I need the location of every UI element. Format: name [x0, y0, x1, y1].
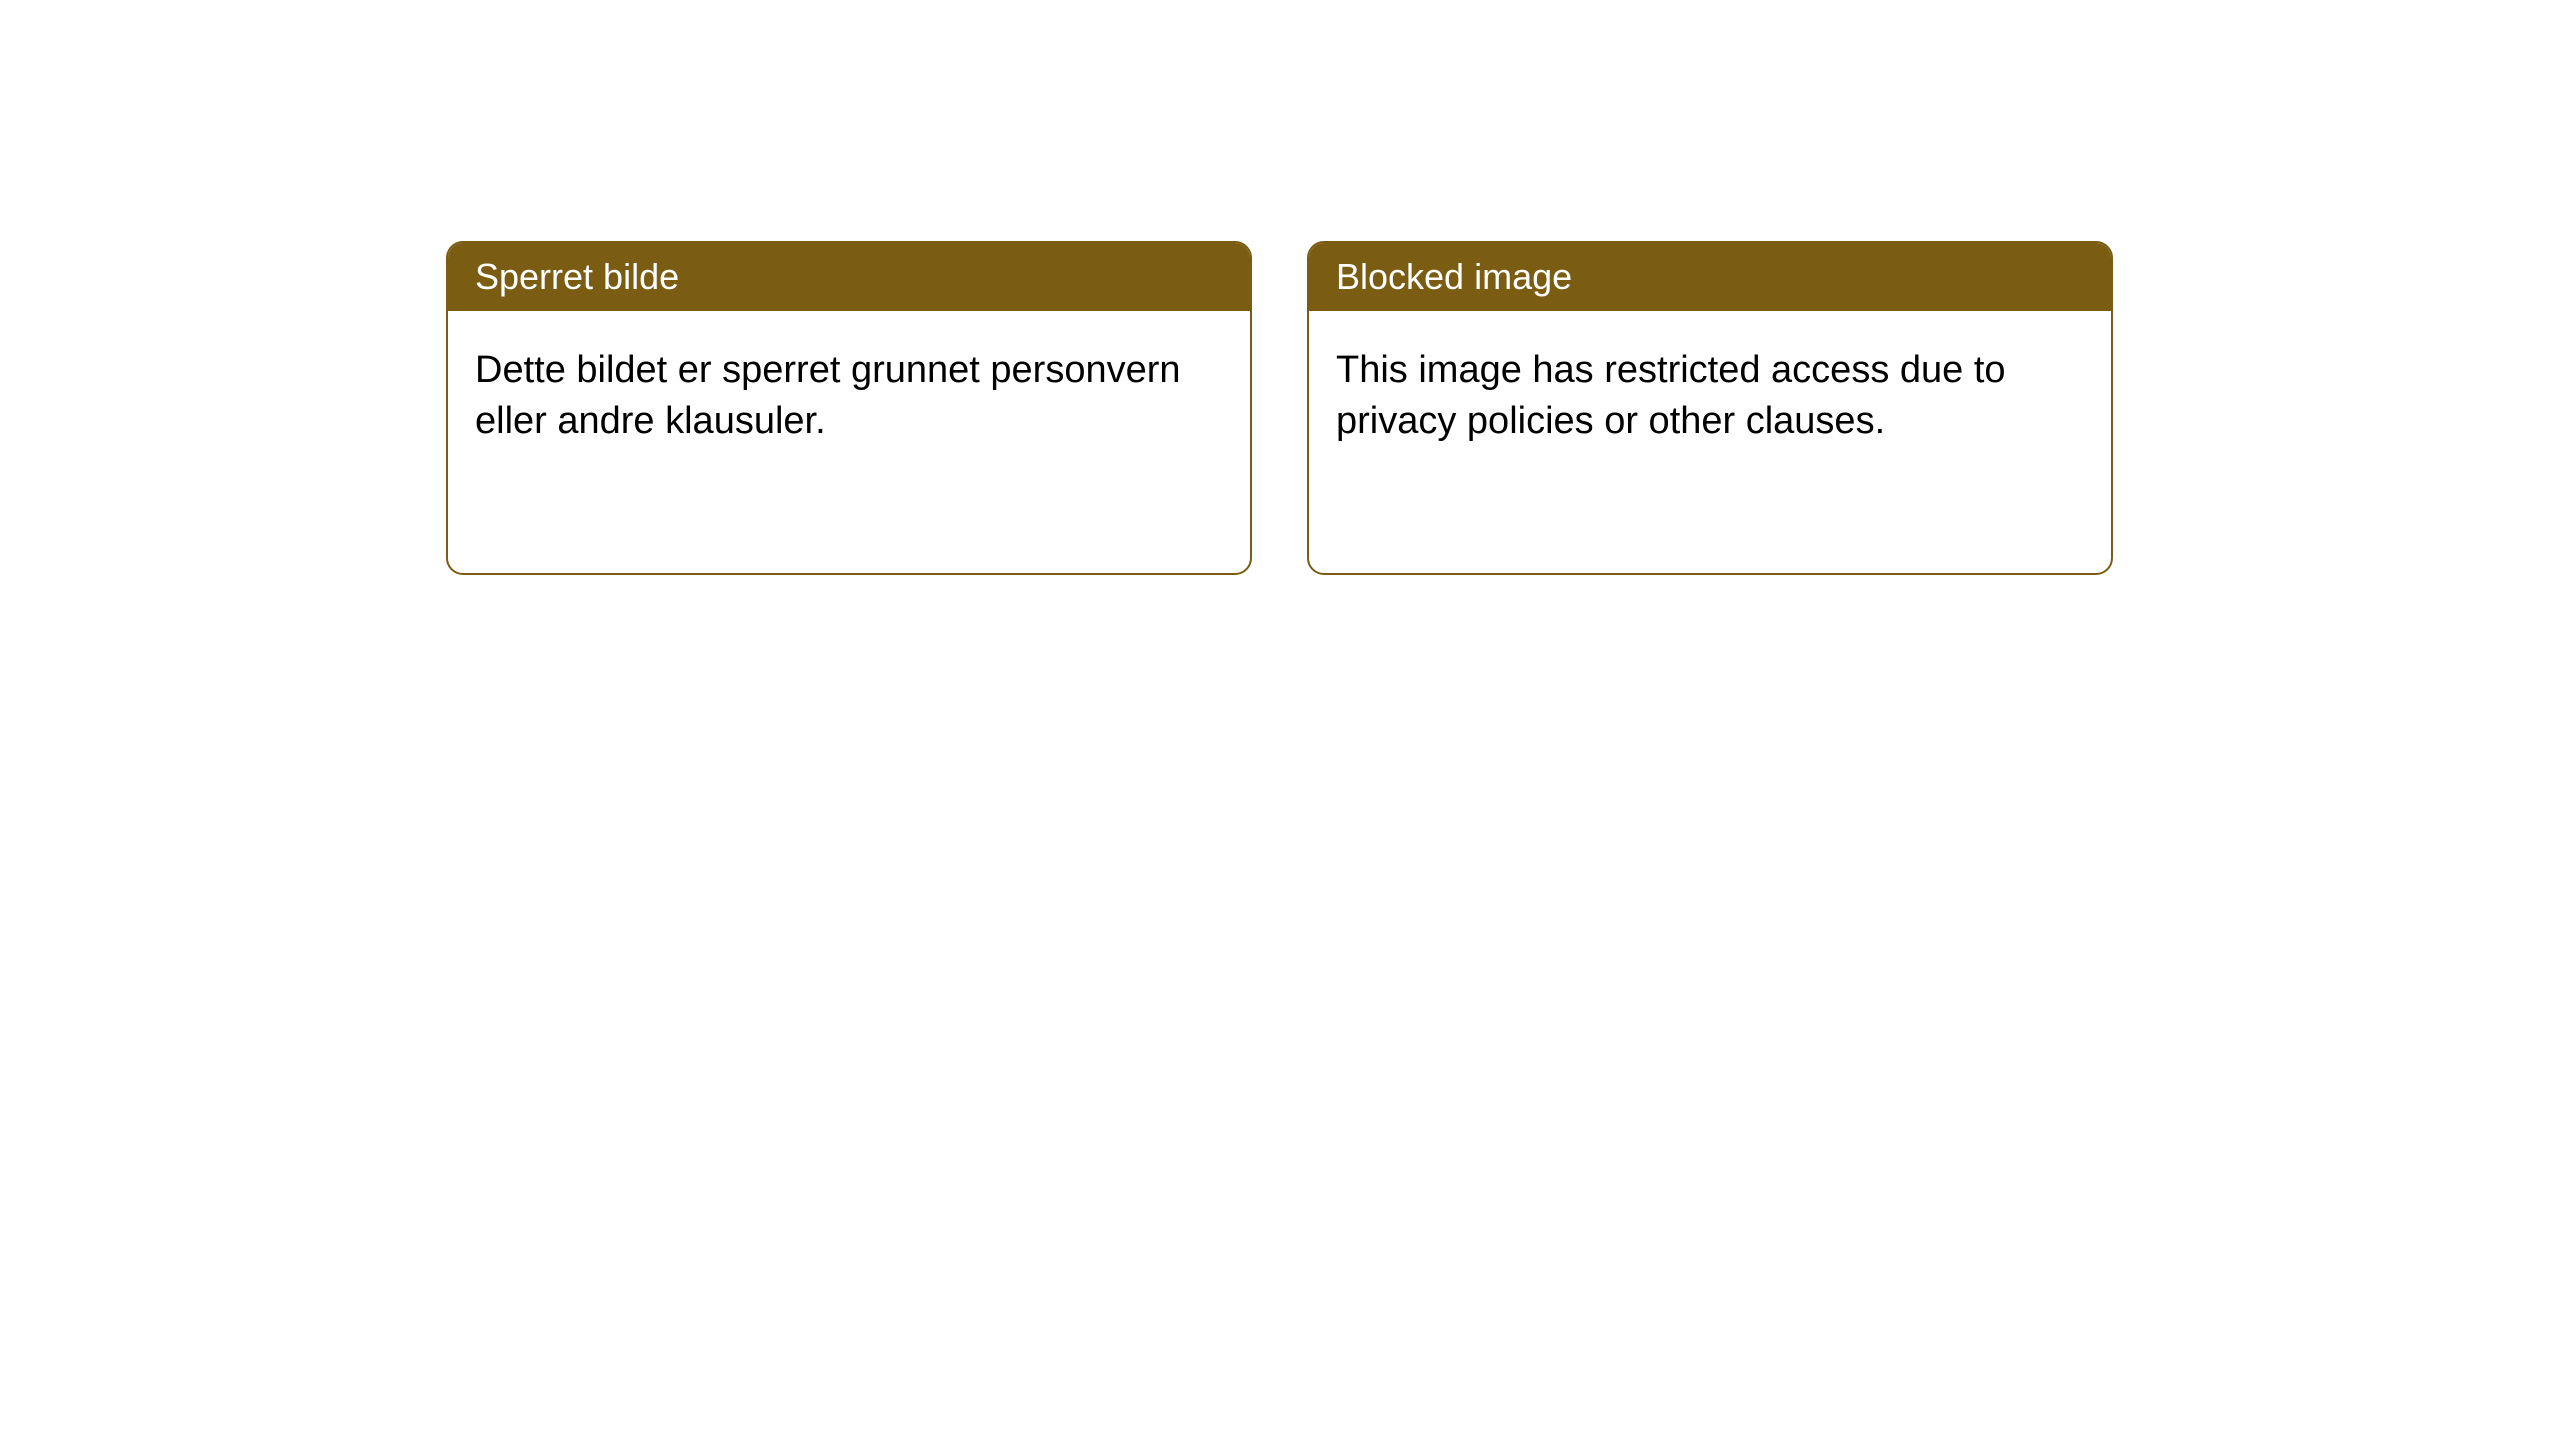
notice-text-english: This image has restricted access due to …: [1336, 349, 2006, 442]
notice-container: Sperret bilde Dette bildet er sperret gr…: [0, 0, 2560, 575]
notice-header-norwegian: Sperret bilde: [448, 243, 1250, 311]
notice-text-norwegian: Dette bildet er sperret grunnet personve…: [475, 349, 1181, 442]
notice-box-english: Blocked image This image has restricted …: [1307, 241, 2113, 575]
notice-title-english: Blocked image: [1336, 256, 1572, 297]
notice-body-english: This image has restricted access due to …: [1309, 311, 2111, 482]
notice-body-norwegian: Dette bildet er sperret grunnet personve…: [448, 311, 1250, 482]
notice-title-norwegian: Sperret bilde: [475, 256, 679, 297]
notice-box-norwegian: Sperret bilde Dette bildet er sperret gr…: [446, 241, 1252, 575]
notice-header-english: Blocked image: [1309, 243, 2111, 311]
